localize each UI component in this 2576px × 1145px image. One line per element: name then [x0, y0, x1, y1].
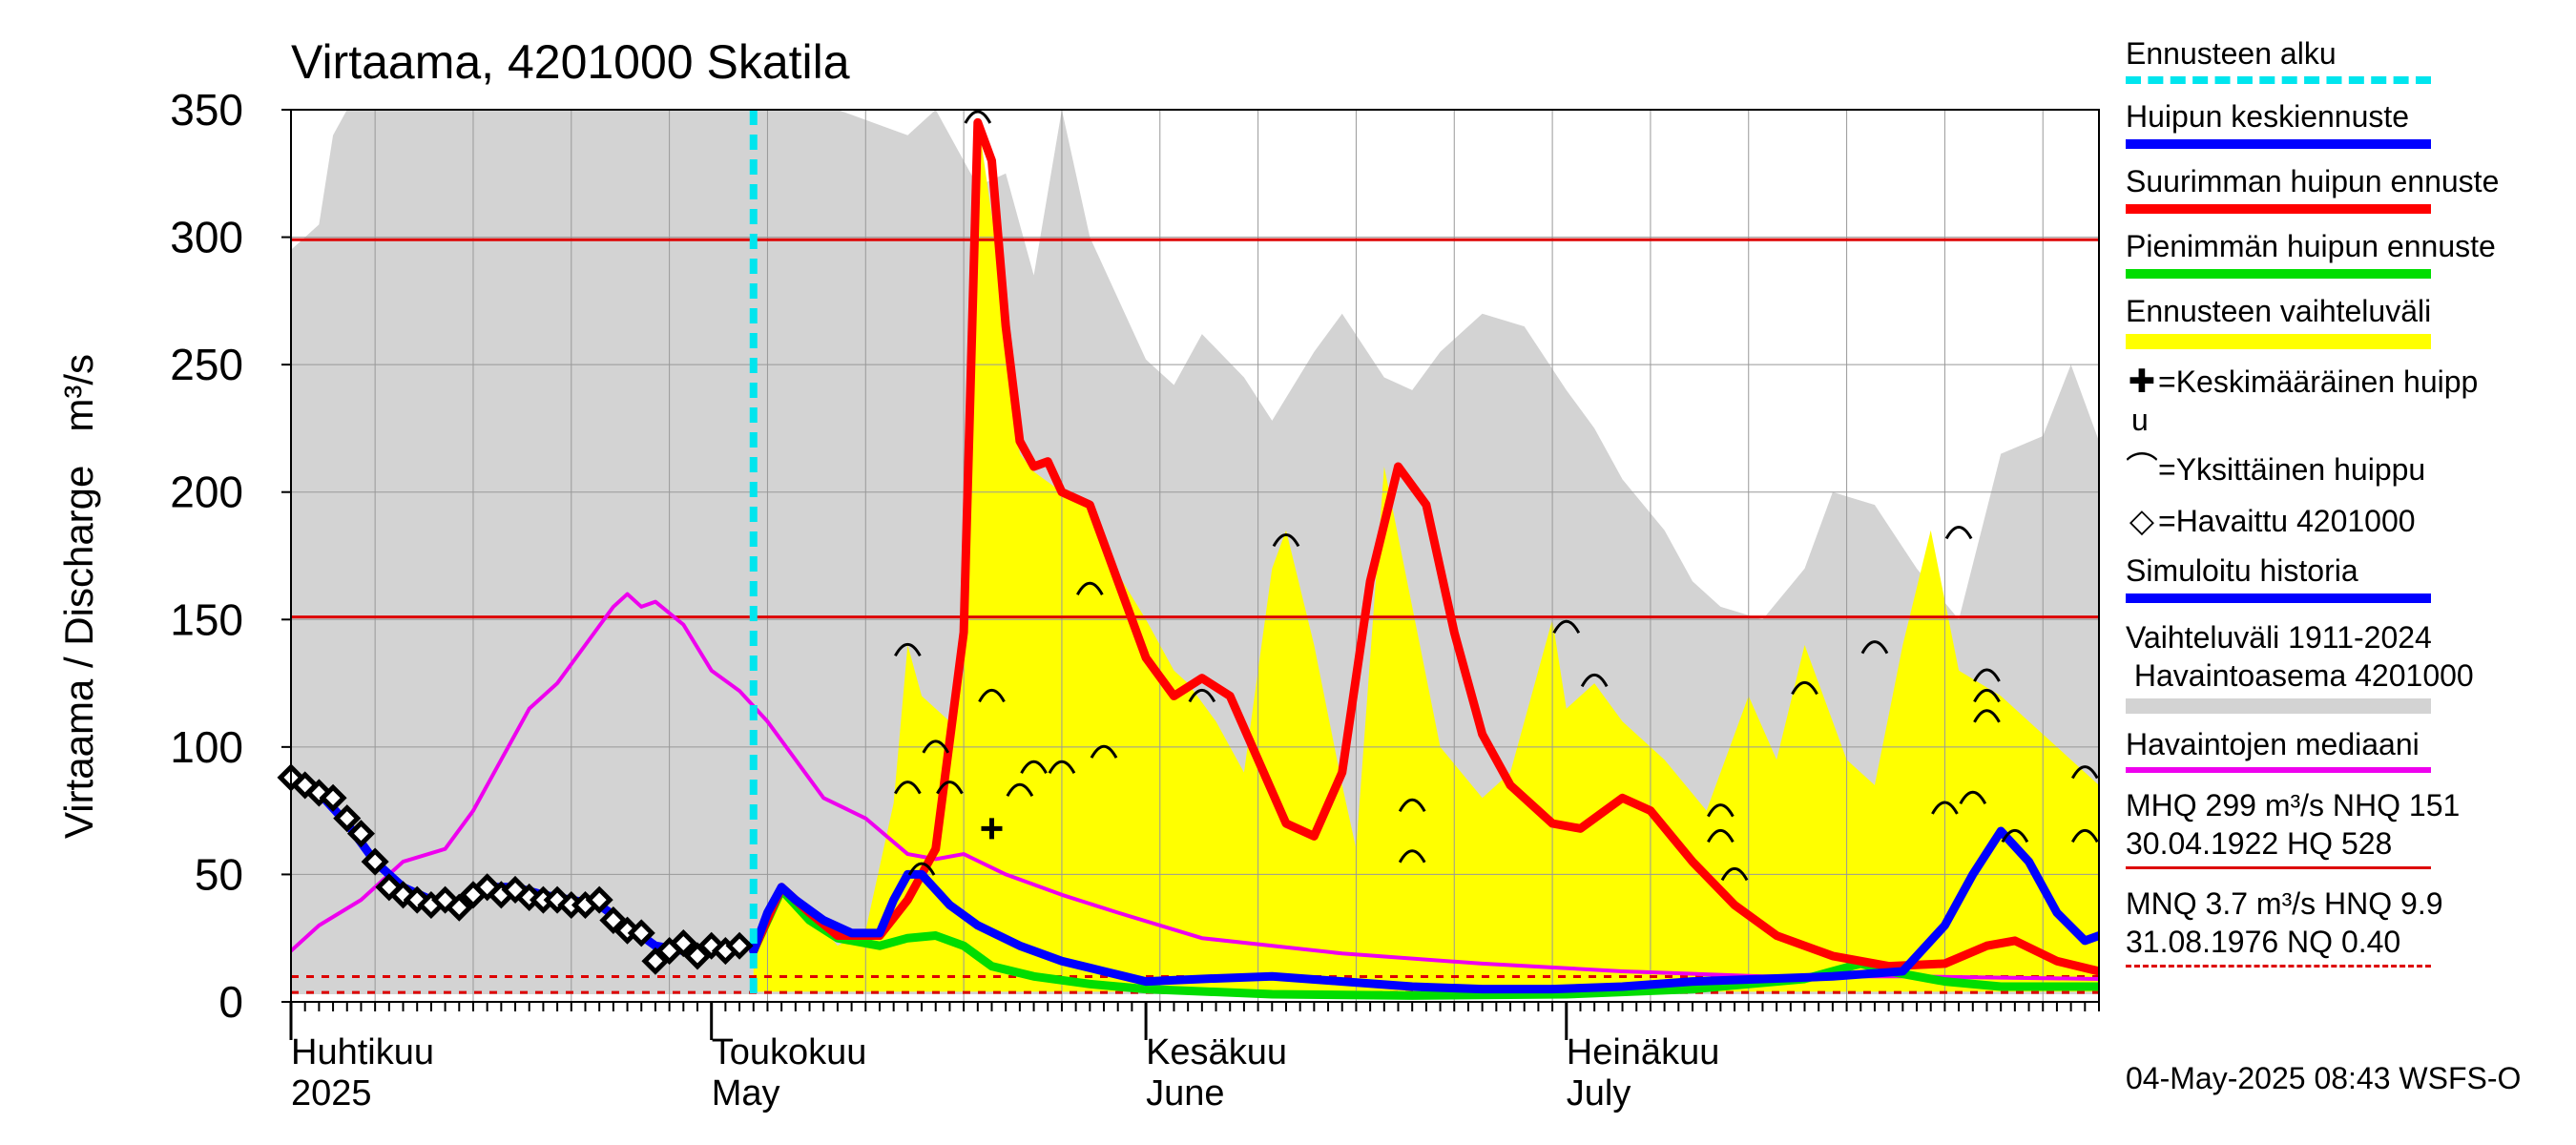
single-peak-mark	[1272, 533, 1300, 548]
single-peak-mark	[1398, 798, 1426, 813]
single-peak-mark	[1931, 801, 1959, 815]
stats-high: MHQ 299 m³/s NHQ 151 30.04.1922 HQ 528	[2126, 786, 2565, 869]
single-peak-mark	[2070, 765, 2099, 780]
legend-single-peak: ⌒=Yksittäinen huippu	[2126, 451, 2426, 488]
max-forecast-swatch	[2126, 204, 2431, 214]
y-tick-label: 200	[170, 468, 243, 517]
legend-observed: ◇ =Havaittu 4201000	[2126, 502, 2565, 540]
single-peak-mark	[1973, 668, 2001, 682]
legend-mean-forecast: Huipun keskiennuste	[2126, 97, 2565, 149]
simulated-swatch	[2126, 593, 2431, 603]
y-tick-label: 350	[170, 85, 243, 135]
legend-median: Havaintojen mediaani	[2126, 725, 2565, 773]
observed-point	[473, 873, 502, 902]
history-range-swatch	[2126, 698, 2431, 714]
month-label-en: July	[1567, 1073, 1631, 1114]
series-suurimman-huipun-ennuste	[749, 117, 2099, 976]
single-peak-mark	[978, 688, 1006, 703]
observed-point	[361, 847, 389, 876]
observed-point	[445, 893, 473, 922]
legend-simulated: Simuloitu historia	[2126, 552, 2565, 603]
plot-frame	[290, 109, 2100, 1003]
observed-point	[725, 931, 754, 960]
single-peak-mark	[1860, 640, 1889, 655]
single-peak-mark	[1188, 688, 1216, 703]
legend-max-forecast: Suurimman huipun ennuste	[2126, 162, 2565, 214]
single-peak-mark	[1944, 525, 1973, 540]
observed-point	[333, 804, 362, 833]
y-tick-label: 150	[170, 594, 243, 644]
single-peak-mark	[2070, 828, 2099, 843]
observed-point	[319, 783, 347, 812]
single-peak-mark	[1973, 688, 2001, 703]
y-tick-label: 50	[195, 849, 243, 899]
observed-point	[585, 885, 613, 914]
month-label-en: 2025	[291, 1073, 372, 1114]
y-axis-label: Virtaama / Discharge m³/s	[56, 354, 101, 839]
forecast-start-swatch	[2126, 76, 2431, 84]
single-peak-mark	[1020, 760, 1048, 774]
single-peak-mark	[1580, 673, 1609, 688]
single-peak-mark	[1720, 866, 1749, 882]
month-label-en: May	[712, 1073, 780, 1114]
min-forecast-swatch	[2126, 269, 2431, 279]
y-tick-label: 250	[170, 340, 243, 389]
observed-point	[346, 820, 375, 848]
arc-icon: ⌒	[2126, 451, 2158, 488]
diamond-icon: ◇	[2129, 503, 2155, 539]
single-peak-mark	[894, 781, 922, 795]
observed-point	[669, 929, 697, 958]
footer-timestamp: 04-May-2025 08:43 WSFS-O	[2126, 1061, 2522, 1095]
plus-icon: ✚	[2128, 364, 2156, 400]
legend-forecast-start: Ennusteen alku	[2126, 34, 2565, 84]
single-peak-mark	[1006, 782, 1034, 798]
single-peak-mark	[1707, 828, 1735, 843]
single-peak-mark	[964, 110, 992, 124]
chart-title: Virtaama, 4201000 Skatila	[291, 35, 850, 89]
single-peak-mark	[1959, 790, 1987, 805]
observed-point	[627, 919, 655, 947]
single-peak-mark	[2001, 828, 2029, 843]
legend-mean-peak: ✚=Keskimääräinen huipp u	[2126, 363, 2565, 439]
month-label-fi: Heinäkuu	[1567, 1032, 1720, 1072]
single-peak-mark	[1076, 581, 1104, 595]
single-peak-mark	[1791, 680, 1818, 696]
single-peak-mark	[922, 739, 950, 754]
y-tick-label: 100	[170, 722, 243, 772]
y-tick-label: 0	[218, 977, 243, 1027]
single-peak-mark	[936, 781, 964, 795]
single-peak-mark	[1707, 803, 1735, 818]
legend: Ennusteen alku Huipun keskiennuste Suuri…	[2126, 34, 2565, 968]
forecast-range-swatch	[2126, 334, 2431, 349]
series-huipun-keskiennuste	[749, 826, 2099, 994]
month-label-fi: Kesäkuu	[1146, 1032, 1287, 1072]
single-peak-mark	[1048, 760, 1076, 774]
month-label-en: June	[1146, 1073, 1224, 1114]
stats-high-swatch	[2126, 866, 2431, 869]
forecast-range-area	[753, 117, 2099, 992]
single-peak-mark	[1552, 619, 1581, 635]
y-tick-label: 300	[170, 213, 243, 262]
mean-forecast-swatch	[2126, 139, 2431, 149]
legend-history-range: Vaihteluväli 1911-2024 Havaintoasema 420…	[2126, 618, 2565, 714]
stats-low-swatch	[2126, 965, 2431, 968]
single-peak-mark	[1973, 709, 2001, 723]
single-peak-mark	[1090, 744, 1118, 759]
stats-low: MNQ 3.7 m³/s HNQ 9.9 31.08.1976 NQ 0.40	[2126, 885, 2565, 968]
single-peak-mark	[894, 642, 922, 657]
median-swatch	[2126, 767, 2431, 773]
single-peak-mark	[907, 862, 936, 876]
mean-peak-mark	[981, 818, 1003, 840]
legend-min-forecast: Pienimmän huipun ennuste	[2126, 227, 2565, 279]
legend-forecast-range: Ennusteen vaihteluväli	[2126, 292, 2565, 349]
single-peak-mark	[1398, 849, 1426, 864]
month-label-fi: Huhtikuu	[291, 1032, 434, 1072]
month-label-fi: Toukokuu	[712, 1032, 867, 1072]
